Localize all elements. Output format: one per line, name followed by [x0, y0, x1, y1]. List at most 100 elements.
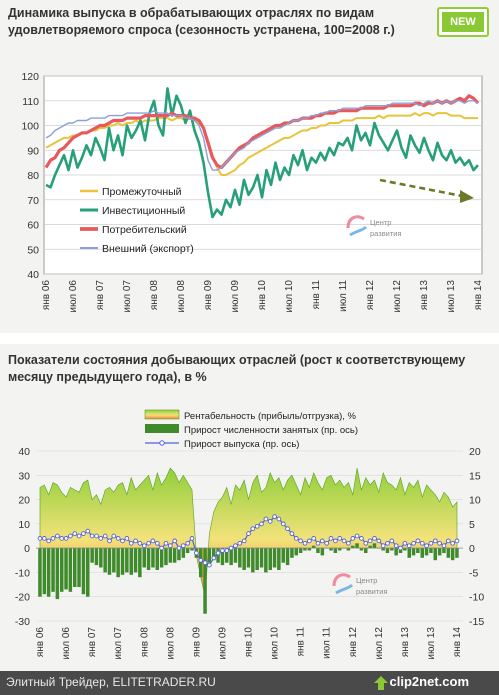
chart2-y-right-tick-label: 10	[469, 495, 481, 507]
chart2-line-point	[107, 538, 112, 544]
chart2-line-point	[233, 543, 238, 549]
chart2-line-point	[350, 536, 356, 541]
chart2-bar	[155, 548, 159, 570]
chart2-bar	[311, 545, 316, 549]
chart2-bar	[290, 548, 294, 558]
chart2-line-point	[137, 540, 143, 546]
chart2-line-point	[241, 538, 247, 544]
chart2-line-point	[372, 536, 377, 541]
chart2-bar	[220, 548, 225, 566]
chart2-watermark-text: Центр	[356, 576, 377, 585]
chart2-line-point	[202, 560, 208, 566]
chart2-line-point	[98, 536, 104, 541]
chart1-x-tick-label: янв 07	[95, 280, 106, 311]
chart2-line-point	[272, 514, 277, 519]
chart1-y-tick-label: 70	[27, 195, 39, 207]
chart2-line-point	[68, 533, 73, 539]
chart2-line-point	[224, 548, 230, 553]
chart2-bar	[103, 548, 107, 573]
chart2-bar	[190, 548, 194, 551]
chart2-bar	[60, 548, 64, 592]
chart2-line-point	[133, 538, 138, 544]
chart2-bar	[73, 548, 77, 587]
chart1-legend-label: Промежуточный	[102, 186, 182, 198]
chart2-line-point	[450, 540, 456, 546]
chart2-bar	[129, 548, 133, 575]
chart1-y-tick-label: 120	[21, 71, 39, 83]
chart2-line-point	[159, 545, 164, 551]
chart2-line-point	[419, 540, 425, 546]
chart1-series-line-2	[45, 87, 479, 219]
chart2-x-tick-label: янв 07	[87, 627, 98, 658]
chart2-bar	[142, 548, 146, 568]
chart2-bar	[86, 548, 90, 597]
chart2-bar	[450, 548, 455, 561]
chart2-y-right-tick-label: 20	[469, 446, 481, 458]
chart1-watermark-text: Центр	[370, 218, 391, 227]
chart2-x-tick-label: июл 07	[113, 627, 124, 660]
chart2-bar	[238, 548, 242, 568]
chart2-y-right-tick-label: 0	[469, 543, 475, 555]
chart2-line-point	[55, 533, 60, 539]
chart2-bar	[212, 548, 216, 561]
chart2-line-point	[128, 540, 134, 546]
chart2-line-point	[280, 521, 286, 527]
chart2-line-point	[172, 538, 178, 544]
chart2-line-point	[176, 545, 182, 551]
chart2-legend-label: Прирост численности занятых (пр. ось)	[184, 425, 358, 436]
chart2-y-left-tick-label: 30	[18, 470, 30, 482]
chart2-bar	[398, 548, 403, 553]
chart2-line-point	[180, 543, 186, 549]
chart1-series-line-1	[45, 112, 478, 176]
chart2-y-left-tick-label: 20	[18, 495, 30, 507]
chart1-title: Динамика выпуска в обрабатывающих отрасл…	[8, 6, 395, 37]
chart2-watermark-logo: Центр развития	[332, 573, 388, 596]
chart2-line-point	[385, 540, 390, 546]
chart2-x-tick-label: июл 13	[426, 627, 437, 660]
chart2-bar	[125, 548, 129, 573]
chart2-legend-swatch-marker	[159, 440, 165, 446]
chart2-line-point	[141, 543, 147, 549]
chart2-bar	[446, 548, 451, 558]
chart2-line-point	[389, 538, 395, 544]
chart2-line-point	[250, 526, 256, 532]
chart2-line-point	[254, 523, 260, 529]
chart1-x-tick-label: янв 06	[41, 280, 52, 311]
chart2-bar	[277, 548, 281, 570]
chart2-y-left-tick-label: 0	[24, 543, 30, 555]
chart2-bar	[333, 548, 338, 553]
chart2-line-point	[154, 540, 160, 546]
chart2-legend-swatch-area	[144, 409, 180, 420]
chart2-line-point	[72, 531, 78, 536]
chart2-line-point	[41, 536, 47, 541]
chart1-x-tick-label: янв 09	[203, 280, 214, 311]
chart2-line-point	[406, 543, 412, 549]
chart2-bar	[407, 548, 411, 558]
chart2-line-point	[276, 516, 282, 522]
chart2-legend-label: Рентабельность (прибыль/отгрузка), %	[184, 411, 357, 422]
chart2-x-tick-label: июл 09	[217, 627, 228, 660]
chart2-line-point	[445, 538, 451, 544]
chart2-title: Показатели состояния добывающих отраслей…	[8, 353, 466, 384]
chart2-bar	[264, 548, 268, 573]
chart2-y-right-tick-label: 5	[469, 519, 475, 531]
chart2-watermark-text: развития	[356, 587, 388, 596]
chart2-line-point	[333, 538, 338, 544]
chart2-line-point	[76, 533, 82, 539]
chart2-line-point	[432, 538, 438, 544]
chart2-line-point	[346, 540, 351, 546]
chart2-bar	[285, 548, 290, 566]
chart1-legend-label: Потребительский	[102, 224, 187, 236]
chart2-line-point	[311, 536, 317, 541]
chart2-bar	[177, 548, 181, 561]
chart1-x-tick-label: июл 11	[338, 280, 349, 312]
footer-brand: clip2net.com	[389, 674, 469, 689]
chart2-line-point	[50, 536, 56, 541]
chart2-line-point	[89, 533, 95, 539]
chart2-bar	[437, 548, 442, 556]
chart2-line-point	[237, 540, 243, 546]
chart2-bar	[64, 548, 68, 590]
chart1-x-tick-label: июл 06	[68, 280, 79, 313]
chart2-bar	[112, 548, 116, 573]
chart2-line-point	[59, 536, 65, 541]
